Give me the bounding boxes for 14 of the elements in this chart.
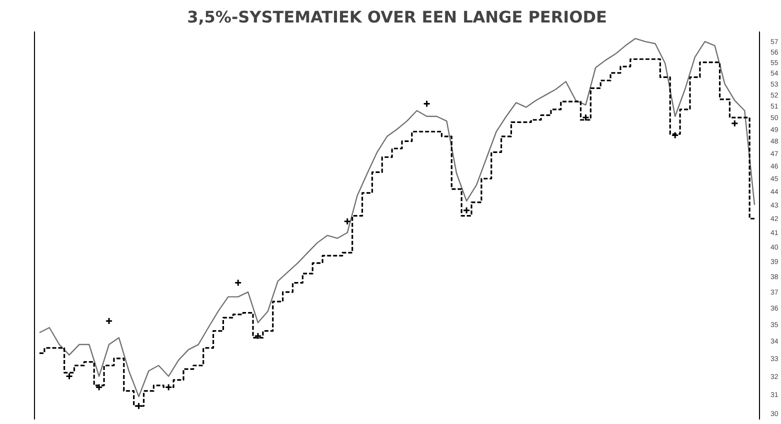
point (105, 317, 113, 325)
point (423, 100, 431, 108)
point (671, 131, 679, 139)
point (95, 383, 103, 391)
point (254, 332, 262, 340)
point (730, 120, 738, 128)
point (582, 114, 590, 122)
point (164, 383, 172, 391)
point (344, 218, 352, 226)
point (234, 279, 242, 287)
chart-title: 3,5%-SYSTEMATIEK OVER EEN LANGE PERIODE (187, 8, 607, 26)
point (462, 206, 470, 214)
point (135, 402, 143, 410)
point (66, 372, 74, 380)
